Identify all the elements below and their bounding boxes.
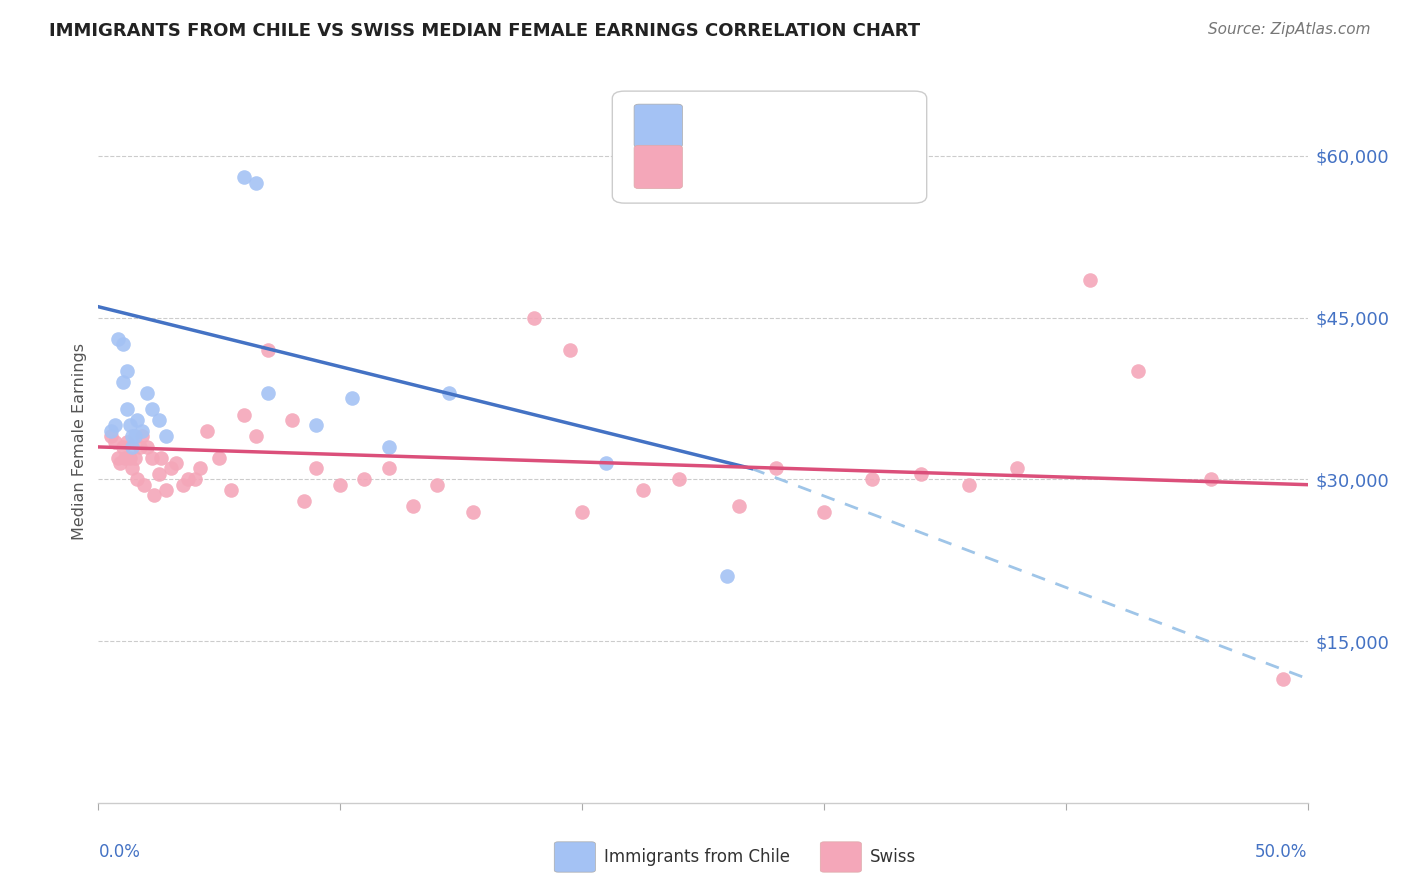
Point [765, 461, 787, 475]
Point [135, 440, 157, 454]
Point [121, 429, 143, 443]
Text: Swiss: Swiss [870, 848, 917, 866]
Point [118, 418, 141, 433]
Point [121, 440, 143, 454]
Point [402, 500, 425, 514]
Text: R = -0.125   N = 57: R = -0.125 N = 57 [695, 158, 858, 176]
Point [124, 450, 146, 465]
Point [148, 413, 170, 427]
Text: Immigrants from Chile: Immigrants from Chile [603, 848, 790, 866]
Point [1007, 461, 1029, 475]
Point [342, 392, 364, 406]
Point [437, 386, 460, 401]
Point [1272, 672, 1295, 686]
Point [107, 332, 129, 346]
Point [957, 477, 980, 491]
Point [107, 450, 129, 465]
Text: Source: ZipAtlas.com: Source: ZipAtlas.com [1208, 22, 1371, 37]
Point [716, 569, 738, 583]
Y-axis label: Median Female Earnings: Median Female Earnings [72, 343, 87, 540]
Point [111, 337, 134, 351]
Point [100, 429, 122, 443]
Point [1078, 273, 1101, 287]
Point [668, 472, 690, 486]
Point [108, 456, 131, 470]
Point [127, 472, 149, 486]
Point [232, 170, 254, 185]
Point [377, 461, 399, 475]
FancyBboxPatch shape [613, 91, 927, 203]
Point [134, 477, 156, 491]
FancyBboxPatch shape [554, 842, 595, 872]
Point [208, 450, 231, 465]
Point [155, 429, 177, 443]
Point [463, 505, 485, 519]
Point [910, 467, 932, 481]
Point [114, 450, 136, 465]
Point [131, 424, 153, 438]
Point [111, 376, 134, 390]
Point [177, 472, 200, 486]
Point [281, 413, 304, 427]
Point [256, 386, 278, 401]
Point [245, 429, 267, 443]
Point [184, 472, 207, 486]
Point [245, 176, 267, 190]
Point [558, 343, 581, 357]
Point [426, 477, 449, 491]
Point [1199, 472, 1222, 486]
Point [305, 461, 328, 475]
Point [100, 424, 122, 438]
FancyBboxPatch shape [634, 104, 682, 147]
Point [165, 456, 187, 470]
Point [1128, 364, 1150, 378]
Point [117, 434, 139, 449]
Text: 50.0%: 50.0% [1256, 843, 1308, 861]
Point [813, 505, 835, 519]
Point [104, 418, 127, 433]
FancyBboxPatch shape [634, 145, 682, 189]
Point [135, 386, 157, 401]
Point [117, 402, 139, 417]
Point [595, 456, 617, 470]
Point [148, 467, 170, 481]
FancyBboxPatch shape [820, 842, 862, 872]
Point [172, 477, 194, 491]
Point [195, 424, 218, 438]
Point [127, 413, 149, 427]
Point [292, 493, 315, 508]
Point [141, 402, 163, 417]
Point [860, 472, 883, 486]
Text: 0.0%: 0.0% [98, 843, 141, 861]
Point [523, 310, 546, 325]
Point [353, 472, 375, 486]
Point [150, 450, 173, 465]
Point [128, 440, 150, 454]
Point [118, 450, 141, 465]
Point [221, 483, 243, 497]
Point [188, 461, 211, 475]
Text: R = -0.286   N = 26: R = -0.286 N = 26 [695, 117, 858, 135]
Point [131, 429, 153, 443]
Point [143, 488, 166, 502]
Point [117, 364, 139, 378]
Point [728, 500, 751, 514]
Point [256, 343, 278, 357]
Point [631, 483, 654, 497]
Point [571, 505, 593, 519]
Text: IMMIGRANTS FROM CHILE VS SWISS MEDIAN FEMALE EARNINGS CORRELATION CHART: IMMIGRANTS FROM CHILE VS SWISS MEDIAN FE… [49, 22, 921, 40]
Point [160, 461, 183, 475]
Point [155, 483, 177, 497]
Point [111, 440, 134, 454]
Point [141, 450, 163, 465]
Point [124, 429, 146, 443]
Point [377, 440, 399, 454]
Point [305, 418, 328, 433]
Point [232, 408, 254, 422]
Point [329, 477, 352, 491]
Point [121, 461, 143, 475]
Point [104, 434, 127, 449]
